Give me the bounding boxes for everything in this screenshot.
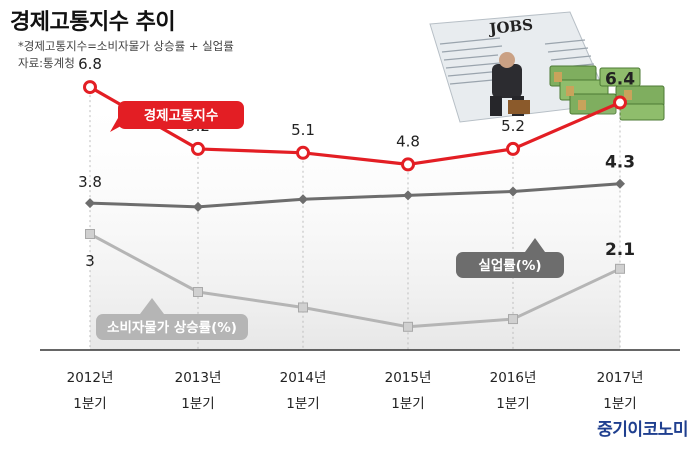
misery-point-5: [506, 141, 520, 156]
unemployment-point-3: [298, 194, 308, 205]
series-line-3: [89, 232, 621, 329]
data-label-s3-6: 2.1: [605, 240, 635, 260]
series-line-1: [89, 85, 621, 166]
x-tick-labels: 2012년 1분기 2013년 1분기 2014년 1분기 2015년 1분기 2016년 1분기…: [67, 370, 644, 412]
inflation-point-4: [403, 321, 413, 332]
series-layer: [89, 85, 621, 329]
unemployment-point-6: [615, 178, 625, 189]
unemployment-series-tag-text: 실업률(%): [478, 257, 541, 274]
misery-point-1: [83, 80, 97, 95]
data-label-s2-1: 3.8: [78, 173, 102, 191]
misery-point-3: [296, 145, 310, 160]
inflation-series-tag-text: 소비자물가 상승률(%): [107, 319, 237, 336]
unemployment-point-4: [403, 190, 413, 201]
data-labels: 6.85.25.14.85.26.43.84.332.1: [78, 55, 635, 270]
points-layer: [83, 80, 627, 332]
misery-point-4: [401, 157, 415, 172]
page-title: 경제고통지수 추이: [10, 10, 176, 35]
misery-point-6: [613, 95, 627, 110]
misery-series-tag-text: 경제고통지수: [144, 107, 219, 124]
x-tick-label-6-2: 1분기: [603, 396, 636, 412]
misery-series-tag: 경제고통지수: [110, 101, 244, 132]
series-line-2: [89, 182, 621, 209]
data-label-s3-1: 3: [85, 252, 95, 270]
x-tick-label-1-2: 1분기: [73, 396, 106, 412]
data-label-s1-3: 5.1: [291, 121, 315, 139]
newspaper-headline: JOBS: [487, 16, 534, 39]
worried-man-figure: [490, 52, 530, 116]
inflation-point-1: [85, 229, 95, 239]
x-tick-label-3-1: 2014년: [280, 370, 327, 386]
misery-point-2: [191, 141, 205, 156]
data-label-s1-5: 5.2: [501, 117, 525, 135]
data-label-s2-6: 4.3: [605, 153, 635, 173]
data-label-s1-6: 6.4: [605, 70, 635, 90]
data-label-s1-1: 6.8: [78, 55, 102, 73]
x-tick-label-2-2: 1분기: [181, 396, 214, 412]
inflation-point-5: [508, 314, 518, 325]
unemployment-series-tag: 실업률(%): [456, 238, 564, 278]
x-tick-label-6-1: 2017년: [597, 370, 644, 386]
x-tick-label-3-2: 1분기: [286, 396, 319, 412]
source-note: 자료:통계청: [18, 56, 75, 70]
x-tick-label-1-1: 2012년: [67, 370, 114, 386]
data-label-s1-4: 4.8: [396, 132, 420, 150]
inflation-point-2: [193, 287, 203, 297]
x-tick-label-2-1: 2013년: [175, 370, 222, 386]
x-tick-label-4-2: 1분기: [391, 396, 424, 412]
inflation-point-3: [298, 302, 308, 313]
formula-note: *경제고통지수=소비자물가 상승률 + 실업률: [18, 39, 234, 53]
unemployment-point-1: [85, 198, 95, 209]
inflation-point-6: [615, 263, 625, 274]
x-tick-label-4-1: 2015년: [385, 370, 432, 386]
unemployment-point-5: [508, 186, 518, 197]
publisher-logo: 중기이코노미: [597, 420, 688, 440]
inflation-series-tag: 소비자물가 상승률(%): [96, 298, 248, 340]
x-tick-label-5-1: 2016년: [490, 370, 537, 386]
unemployment-point-2: [193, 201, 203, 212]
x-tick-label-5-2: 1분기: [496, 396, 529, 412]
